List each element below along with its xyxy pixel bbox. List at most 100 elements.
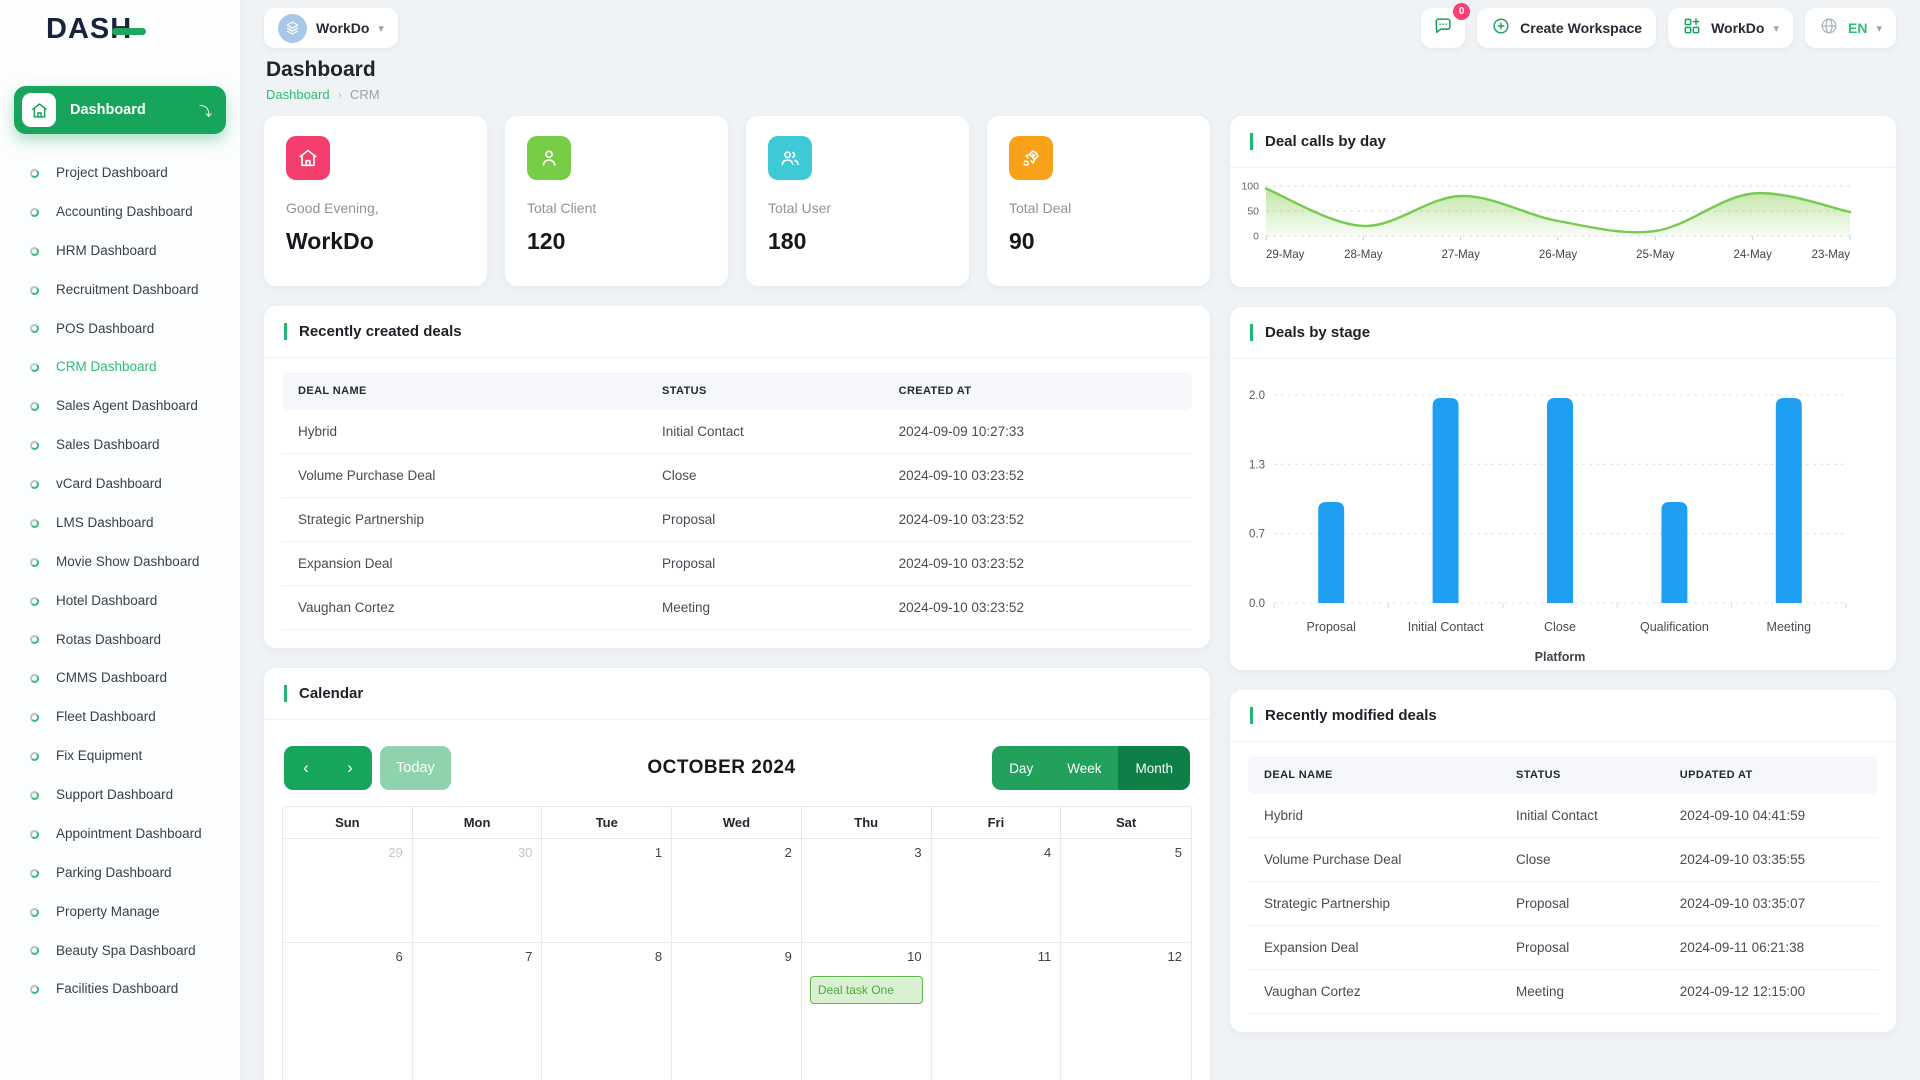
calendar-day-cell[interactable]: 3 <box>801 839 932 943</box>
table-cell: Hybrid <box>298 424 338 439</box>
table-cell: 2024-09-10 03:23:52 <box>898 468 1024 483</box>
sidebar-item-hrm-dashboard[interactable]: HRM Dashboard <box>0 232 240 271</box>
calendar-day-cell[interactable]: 4 <box>931 839 1062 943</box>
circle-bullet-icon <box>30 479 39 489</box>
sidebar-item-movie-show-dashboard[interactable]: Movie Show Dashboard <box>0 543 240 582</box>
breadcrumb-root-link[interactable]: Dashboard <box>266 87 330 102</box>
circle-bullet-icon <box>30 868 39 878</box>
table-header-row: Deal Name Status Created At <box>282 372 1192 410</box>
table-row: Strategic Partnership Proposal 2024-09-10 … <box>282 498 1192 542</box>
calendar-view-week-button[interactable]: Week <box>1050 746 1119 790</box>
app-logo[interactable]: DASH <box>0 0 240 58</box>
circle-bullet-icon <box>30 713 39 723</box>
recently-modified-title: Recently modified deals <box>1250 707 1876 724</box>
calendar-week-row: 6 7 8 9 10 Deal task One 11 12 <box>283 943 1191 1080</box>
table-cell: Proposal <box>662 556 716 571</box>
sidebar-item-label: Parking Dashboard <box>56 864 172 880</box>
circle-bullet-icon <box>30 985 39 995</box>
svg-text:1.3: 1.3 <box>1249 459 1265 471</box>
calendar-day-cell[interactable]: 29 <box>283 839 413 943</box>
calendar-dow-label: Tue <box>542 807 673 838</box>
sidebar-item-recruitment-dashboard[interactable]: Recruitment Dashboard <box>0 271 240 310</box>
calendar-day-cell[interactable]: 9 <box>672 943 802 1080</box>
sidebar-item-project-dashboard[interactable]: Project Dashboard <box>0 154 240 193</box>
calendar-event[interactable]: Deal task One <box>809 976 923 1004</box>
calendar-day-cell[interactable]: 11 <box>932 943 1062 1080</box>
calendar-day-cell[interactable]: 8 <box>542 943 673 1080</box>
svg-text:0: 0 <box>1253 231 1259 243</box>
messages-count-badge: 0 <box>1453 3 1471 20</box>
recently-created-table: Deal Name Status Created At Hybrid Initial C… <box>282 372 1192 630</box>
create-workspace-button[interactable]: Create Workspace <box>1477 8 1657 48</box>
breadcrumb-current: CRM <box>349 87 380 102</box>
table-cell: Proposal <box>1516 896 1570 911</box>
circle-bullet-icon <box>30 557 39 567</box>
sidebar-item-dashboard-root[interactable]: Dashboard ⤵︎ <box>14 86 226 134</box>
calendar-day-cell[interactable]: 12 <box>1061 943 1191 1080</box>
calendar-prev-button[interactable]: ‹ <box>303 758 309 777</box>
table-header-cell: Deal Name <box>1264 769 1333 781</box>
sidebar-item-cmms-dashboard[interactable]: CMMS Dashboard <box>0 659 240 698</box>
table-cell: 2024-09-10 04:41:59 <box>1679 808 1806 823</box>
chevron-down-icon: ▾ <box>378 22 384 35</box>
sidebar-item-support-dashboard[interactable]: Support Dashboard <box>0 776 240 815</box>
sidebar-item-beauty-spa-dashboard[interactable]: Beauty Spa Dashboard <box>0 932 240 971</box>
sidebar-item-property-manage[interactable]: Property Manage <box>0 893 240 932</box>
language-code: EN <box>1848 20 1868 36</box>
messages-button[interactable]: 0 <box>1421 3 1471 48</box>
workdo-menu-button[interactable]: WorkDo ▾ <box>1668 8 1794 48</box>
svg-text:Close: Close <box>1544 620 1576 634</box>
sidebar-item-appointment-dashboard[interactable]: Appointment Dashboard <box>0 815 240 854</box>
svg-text:0.7: 0.7 <box>1249 529 1265 541</box>
circle-bullet-icon <box>30 752 39 762</box>
recently-created-title: Recently created deals <box>284 323 1190 340</box>
deal-calls-area-chart: 0 50 100 29-May 28-May 27-May 26-May 25-May 24-M… <box>1241 181 1852 261</box>
table-cell: Volume Purchase Deal <box>1264 852 1402 867</box>
calendar-day-cell[interactable]: 30 <box>412 839 543 943</box>
calendar-day-cell[interactable]: 10 Deal task One <box>802 943 932 1080</box>
left-column: Good Evening, WorkDo Total Client 120 Total … <box>264 116 1210 1080</box>
language-selector[interactable]: EN ▾ <box>1805 8 1896 48</box>
sidebar-item-fix-equipment[interactable]: Fix Equipment <box>0 737 240 776</box>
table-row: Hybrid Initial Contact 2024-09-09 10:27:33 <box>282 410 1192 454</box>
stat-value: 180 <box>768 228 807 254</box>
sidebar-item-facilities-dashboard[interactable]: Facilities Dashboard <box>0 970 240 1009</box>
sidebar-item-parking-dashboard[interactable]: Parking Dashboard <box>0 854 240 893</box>
stat-label: Total Deal <box>1009 200 1072 216</box>
sidebar-item-rotas-dashboard[interactable]: Rotas Dashboard <box>0 621 240 660</box>
sidebar-item-label: Movie Show Dashboard <box>56 553 200 569</box>
svg-text:26-May: 26-May <box>1539 249 1578 261</box>
sidebar-item-crm-dashboard[interactable]: CRM Dashboard <box>0 348 240 387</box>
table-cell: 2024-09-09 10:27:33 <box>898 424 1024 439</box>
circle-bullet-icon <box>30 829 39 839</box>
sidebar-item-pos-dashboard[interactable]: POS Dashboard <box>0 310 240 349</box>
calendar-day-cell[interactable]: 7 <box>413 943 543 1080</box>
calendar-day-cell[interactable]: 6 <box>283 943 413 1080</box>
workspace-selector[interactable]: WorkDo ▾ <box>264 8 398 48</box>
calendar-view-month-button[interactable]: Month <box>1118 746 1190 790</box>
svg-text:50: 50 <box>1247 206 1259 218</box>
circle-bullet-icon <box>30 246 39 256</box>
table-header-cell: Status <box>662 385 707 397</box>
workspace-name: WorkDo <box>316 20 370 36</box>
sidebar-item-sales-agent-dashboard[interactable]: Sales Agent Dashboard <box>0 387 240 426</box>
deals-by-stage-bar-chart: 0.0 0.7 1.3 2.0 Proposal Initial Contact Close… <box>1249 390 1847 664</box>
svg-text:Meeting: Meeting <box>1767 620 1812 634</box>
calendar-day-cell[interactable]: 2 <box>672 839 802 943</box>
calendar-next-button[interactable]: › <box>347 758 353 777</box>
sidebar-item-accounting-dashboard[interactable]: Accounting Dashboard <box>0 193 240 232</box>
calendar-day-cell[interactable]: 1 <box>542 839 673 943</box>
deal-calls-title: Deal calls by day <box>1250 133 1876 150</box>
calendar-day-number: 11 <box>1037 949 1052 964</box>
sidebar-item-vcard-dashboard[interactable]: vCard Dashboard <box>0 465 240 504</box>
calendar-today-button[interactable]: Today <box>380 746 451 790</box>
table-cell: Volume Purchase Deal <box>298 468 436 483</box>
sidebar-item-hotel-dashboard[interactable]: Hotel Dashboard <box>0 582 240 621</box>
sidebar-item-lms-dashboard[interactable]: LMS Dashboard <box>0 504 240 543</box>
sidebar-item-fleet-dashboard[interactable]: Fleet Dashboard <box>0 698 240 737</box>
table-cell: Expansion Deal <box>298 556 393 571</box>
calendar-day-cell[interactable]: 5 <box>1061 839 1191 943</box>
sidebar-item-sales-dashboard[interactable]: Sales Dashboard <box>0 426 240 465</box>
sidebar-item-label: Hotel Dashboard <box>56 592 158 608</box>
calendar-view-day-button[interactable]: Day <box>992 746 1051 790</box>
